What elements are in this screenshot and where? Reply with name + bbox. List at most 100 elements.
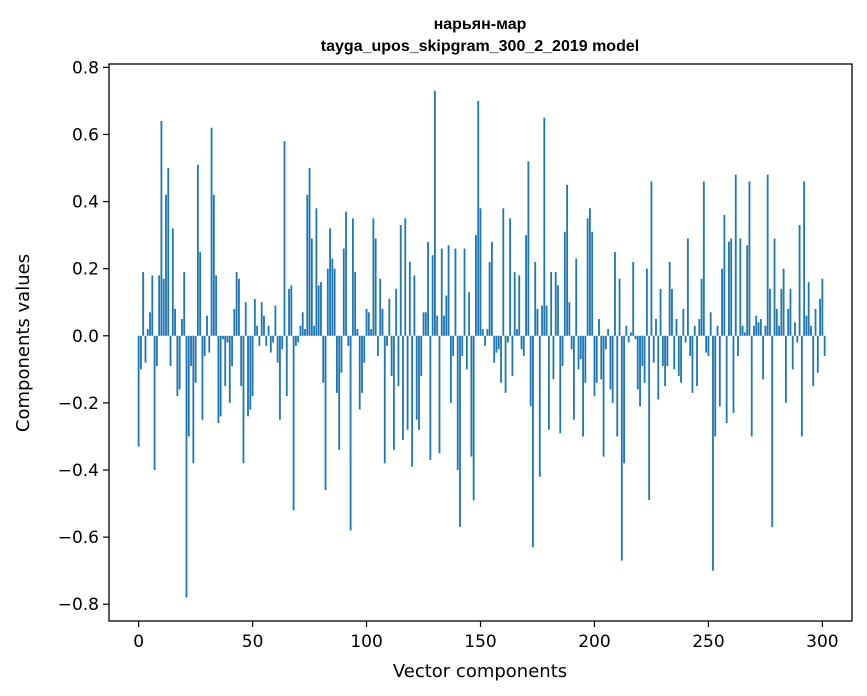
bar-125 xyxy=(422,312,425,336)
bar-145 xyxy=(468,292,471,336)
bar-142 xyxy=(461,335,464,356)
bar-81 xyxy=(322,335,325,383)
bar-115 xyxy=(399,225,402,336)
bar-86 xyxy=(333,268,336,336)
bar-222 xyxy=(643,335,646,383)
bar-60 xyxy=(274,305,277,336)
bar-160 xyxy=(502,208,505,336)
x-tick-label: 50 xyxy=(242,632,264,652)
bar-229 xyxy=(659,288,662,336)
bar-219 xyxy=(636,335,639,390)
bar-141 xyxy=(459,335,461,528)
bar-195 xyxy=(582,335,584,437)
bar-157 xyxy=(495,335,498,353)
bar-259 xyxy=(728,241,730,336)
bar-280 xyxy=(775,308,778,336)
bar-203 xyxy=(600,335,603,380)
bar-123 xyxy=(418,335,420,430)
bar-172 xyxy=(529,335,532,407)
bar-159 xyxy=(500,335,502,383)
bar-168 xyxy=(520,335,523,350)
x-axis-label: Vector components xyxy=(393,661,567,682)
bar-220 xyxy=(639,335,641,407)
bar-295 xyxy=(810,325,812,336)
bar-230 xyxy=(661,335,664,366)
bar-165 xyxy=(513,272,516,336)
bar-264 xyxy=(739,238,742,336)
bar-32 xyxy=(210,127,213,336)
bar-252 xyxy=(712,335,714,571)
bar-287 xyxy=(791,335,794,370)
y-tick-label: 0.4 xyxy=(72,193,99,213)
bar-228 xyxy=(657,335,660,400)
bar-82 xyxy=(324,335,327,491)
bar-2 xyxy=(142,272,145,336)
bar-136 xyxy=(447,245,450,336)
bar-279 xyxy=(773,238,776,336)
bar-278 xyxy=(771,335,774,528)
bar-83 xyxy=(326,268,329,336)
bar-4 xyxy=(146,329,149,336)
bar-55 xyxy=(263,315,265,336)
y-tick-label: 0.2 xyxy=(72,260,99,280)
bar-249 xyxy=(705,335,708,353)
bar-170 xyxy=(525,235,527,336)
bar-14 xyxy=(169,335,172,366)
bar-11 xyxy=(162,278,165,336)
bar-90 xyxy=(342,248,345,336)
bar-174 xyxy=(534,261,537,336)
bar-217 xyxy=(632,261,635,336)
bar-193 xyxy=(577,335,580,370)
bar-212 xyxy=(620,335,623,561)
bar-84 xyxy=(329,228,331,336)
bar-54 xyxy=(260,302,263,336)
bar-296 xyxy=(812,335,815,387)
bar-46 xyxy=(242,335,245,464)
bar-274 xyxy=(762,335,765,380)
x-tick-label: 300 xyxy=(806,632,838,652)
bar-70 xyxy=(297,335,300,343)
bar-213 xyxy=(623,335,625,464)
bar-266 xyxy=(743,332,746,336)
bar-204 xyxy=(602,335,605,457)
bar-139 xyxy=(454,248,457,336)
bar-111 xyxy=(390,335,393,377)
bar-243 xyxy=(691,335,694,393)
bar-182 xyxy=(552,335,555,380)
bar-285 xyxy=(787,308,790,336)
bar-225 xyxy=(650,181,653,336)
bar-150 xyxy=(479,208,482,336)
bar-179 xyxy=(545,305,548,336)
bar-33 xyxy=(212,194,215,336)
bar-13 xyxy=(167,168,170,336)
bar-52 xyxy=(256,325,259,336)
bar-92 xyxy=(347,335,350,346)
bar-122 xyxy=(415,335,418,420)
bar-272 xyxy=(757,322,760,336)
bar-207 xyxy=(609,335,612,390)
bar-253 xyxy=(714,335,717,437)
bar-74 xyxy=(306,194,309,336)
bar-184 xyxy=(557,285,559,336)
bar-197 xyxy=(586,218,589,336)
bar-146 xyxy=(470,335,473,457)
bar-44 xyxy=(238,278,240,336)
bar-284 xyxy=(784,335,787,403)
bar-105 xyxy=(377,335,379,356)
bar-124 xyxy=(420,335,423,377)
bar-276 xyxy=(766,174,769,336)
y-axis-label: Components values xyxy=(13,254,34,432)
bar-176 xyxy=(538,335,541,477)
bar-206 xyxy=(607,329,610,336)
bar-185 xyxy=(559,335,562,434)
bar-51 xyxy=(253,298,256,336)
bar-28 xyxy=(201,335,204,420)
y-tick-label: −0.8 xyxy=(58,595,99,615)
bar-128 xyxy=(429,335,432,460)
bar-89 xyxy=(340,335,343,373)
bar-85 xyxy=(331,258,334,336)
bar-175 xyxy=(536,308,539,336)
bar-211 xyxy=(618,278,621,336)
bar-134 xyxy=(443,315,445,336)
bar-103 xyxy=(372,218,375,336)
